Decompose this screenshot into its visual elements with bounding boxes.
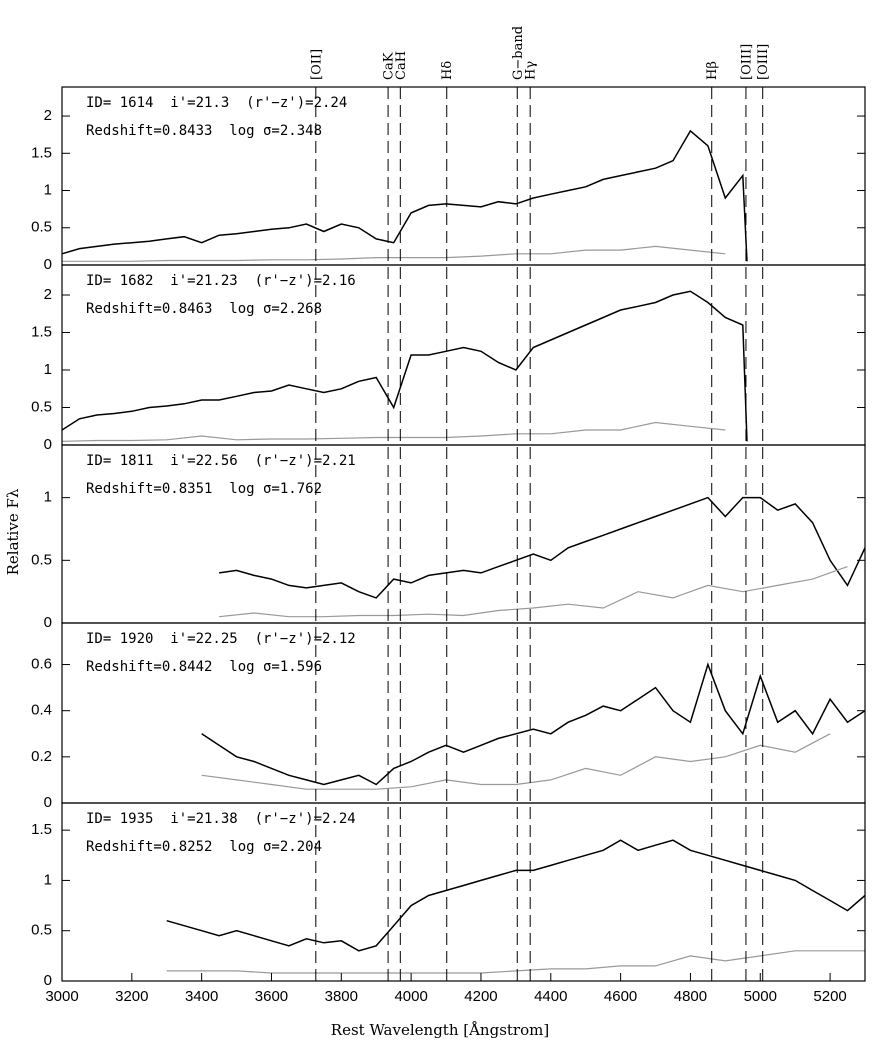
y-tick-label: 1 [44, 871, 52, 888]
y-tick-label: 0 [44, 436, 52, 453]
annotation: Redshift=0.8442 log σ=1.596 [86, 659, 322, 675]
spectral-line-label: [OIII] [756, 44, 771, 80]
panel-frame [61, 444, 866, 624]
annotation: ID= 1614 i'=21.3 (r'−z')=2.24 [86, 95, 347, 111]
y-tick-label: 0 [44, 256, 52, 273]
x-tick-label: 3600 [255, 988, 288, 1005]
panel-frame [61, 86, 866, 266]
y-tick-label: 0.6 [31, 656, 52, 673]
spectrum [61, 290, 748, 442]
annotation: Redshift=0.8252 log σ=2.204 [86, 839, 322, 855]
spectral-line-label: [OIII] [739, 44, 754, 80]
y-tick-label: 1.5 [31, 821, 52, 838]
y-tick-label: 1.5 [31, 323, 52, 340]
y-tick-label: 0 [44, 972, 52, 989]
x-tick-label: 4600 [604, 988, 637, 1005]
y-tick-label: 2 [44, 107, 52, 124]
y-tick-label: 0.5 [31, 398, 52, 415]
y-axis-label: Relative Fλ [4, 488, 22, 575]
y-tick-label: 0.4 [31, 702, 52, 719]
spectral-line-label: Hβ [705, 61, 720, 80]
y-tick-label: 1.5 [31, 144, 52, 161]
spectrum [166, 950, 865, 974]
y-tick-label: 1 [44, 181, 52, 198]
x-tick-label: 3000 [45, 988, 78, 1005]
panel-frame [61, 622, 866, 804]
spectrum [166, 839, 866, 952]
panel-frame [61, 802, 866, 982]
annotation: ID= 1920 i'=22.25 (r'−z')=2.12 [86, 631, 356, 647]
annotation: Redshift=0.8463 log σ=2.268 [86, 301, 322, 317]
x-tick-label: 5200 [813, 988, 846, 1005]
y-tick-label: 0.5 [31, 551, 52, 568]
spectrum [201, 733, 831, 790]
x-tick-label: 5000 [744, 988, 777, 1005]
x-tick-label: 4800 [674, 988, 707, 1005]
y-tick-label: 2 [44, 286, 52, 303]
annotation: Redshift=0.8433 log σ=2.348 [86, 123, 322, 139]
annotation: ID= 1682 i'=21.23 (r'−z')=2.16 [86, 273, 356, 289]
spectral-line-label: Hδ [440, 61, 455, 80]
x-tick-label: 3200 [115, 988, 148, 1005]
y-tick-label: 1 [44, 489, 52, 506]
spectrum [61, 421, 726, 442]
spectral-line-label: [OII] [309, 49, 324, 80]
spectrum [219, 566, 848, 618]
x-axis-label: Rest Wavelength [Ångstrom] [331, 1021, 549, 1039]
annotation: ID= 1935 i'=21.38 (r'−z')=2.24 [86, 811, 356, 827]
spectrum [218, 496, 866, 599]
y-tick-label: 0 [44, 614, 52, 631]
x-tick-label: 4400 [534, 988, 567, 1005]
spectral-line-label: CaK [382, 52, 397, 80]
x-tick-label: 4000 [394, 988, 427, 1005]
annotation: Redshift=0.8351 log σ=1.762 [86, 481, 322, 497]
x-tick-label: 4200 [464, 988, 497, 1005]
annotation: ID= 1811 i'=22.56 (r'−z')=2.21 [86, 453, 356, 469]
spectral-line-label: Hγ [524, 61, 539, 80]
spectral-line-label: CaH [394, 51, 409, 80]
y-tick-label: 0.2 [31, 748, 52, 765]
spectrum [61, 129, 748, 262]
spectral-line-label: G−band [511, 26, 526, 80]
y-tick-label: 1 [44, 361, 52, 378]
y-tick-label: 0.5 [31, 922, 52, 939]
x-tick-label: 3400 [185, 988, 218, 1005]
y-tick-label: 0.5 [31, 219, 52, 236]
y-tick-label: 0 [44, 794, 52, 811]
spectrum [62, 245, 726, 262]
x-tick-label: 3800 [325, 988, 358, 1005]
spectrum [201, 662, 866, 786]
